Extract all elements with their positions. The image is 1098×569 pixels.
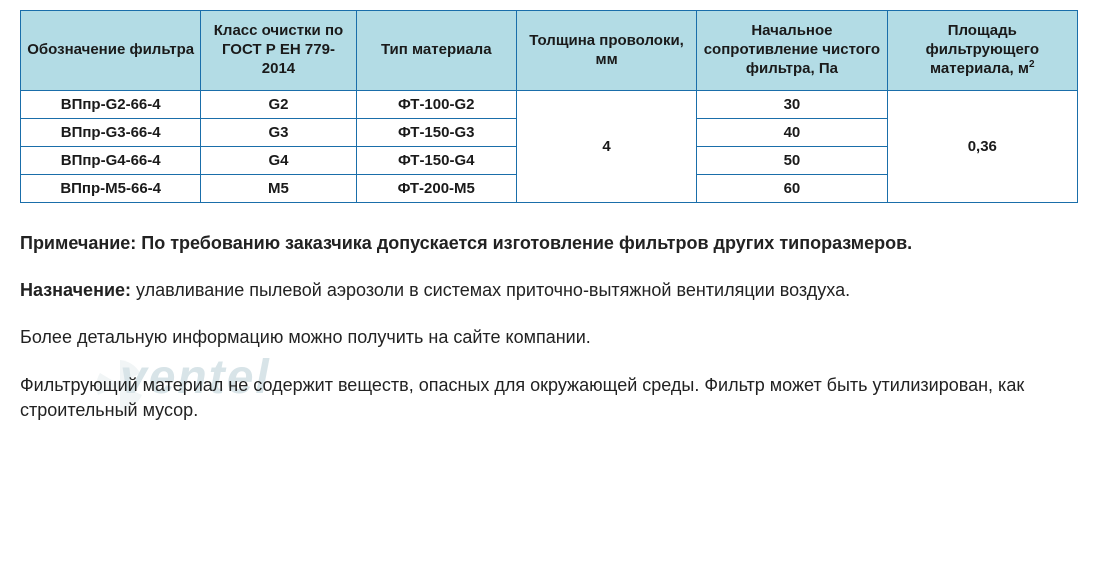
cell-designation: ВПпр-G4-66-4 [21, 147, 201, 175]
cell-material: ФТ-150-G4 [356, 147, 516, 175]
page-wrapper: ventel Обозначение фильтра Класс очистки… [20, 10, 1078, 423]
filter-spec-table: Обозначение фильтра Класс очистки по ГОС… [20, 10, 1078, 203]
header-filter-area: Площадь фильтрующего материала, м2 [887, 11, 1077, 91]
cell-resistance: 60 [697, 175, 887, 203]
header-class: Класс очистки по ГОСТ Р ЕН 779-2014 [201, 11, 356, 91]
cell-designation: ВПпр-M5-66-4 [21, 175, 201, 203]
cell-class: M5 [201, 175, 356, 203]
cell-resistance: 40 [697, 119, 887, 147]
header-wire-thickness: Толщина проволоки, мм [516, 11, 696, 91]
cell-material: ФТ-150-G3 [356, 119, 516, 147]
cell-resistance: 30 [697, 91, 887, 119]
purpose-label: Назначение: [20, 280, 131, 300]
note-purpose: Назначение: улавливание пылевой аэрозоли… [20, 278, 1078, 303]
note-disposal: Фильтрующий материал не содержит веществ… [20, 373, 1078, 423]
header-initial-resistance: Начальное сопротивление чистого фильтра,… [697, 11, 887, 91]
cell-designation: ВПпр-G3-66-4 [21, 119, 201, 147]
header-material-type: Тип материала [356, 11, 516, 91]
cell-wire-thickness: 4 [516, 91, 696, 203]
cell-material: ФТ-200-M5 [356, 175, 516, 203]
table-header-row: Обозначение фильтра Класс очистки по ГОС… [21, 11, 1078, 91]
cell-material: ФТ-100-G2 [356, 91, 516, 119]
table-row: ВПпр-G2-66-4 G2 ФТ-100-G2 4 30 0,36 [21, 91, 1078, 119]
cell-resistance: 50 [697, 147, 887, 175]
cell-class: G4 [201, 147, 356, 175]
cell-class: G2 [201, 91, 356, 119]
note-detail: Более детальную информацию можно получит… [20, 325, 1078, 350]
note-remark: Примечание: По требованию заказчика допу… [20, 231, 1078, 256]
cell-designation: ВПпр-G2-66-4 [21, 91, 201, 119]
purpose-text: улавливание пылевой аэрозоли в системах … [131, 280, 850, 300]
cell-filter-area: 0,36 [887, 91, 1077, 203]
notes-section: Примечание: По требованию заказчика допу… [20, 231, 1078, 423]
header-designation: Обозначение фильтра [21, 11, 201, 91]
cell-class: G3 [201, 119, 356, 147]
